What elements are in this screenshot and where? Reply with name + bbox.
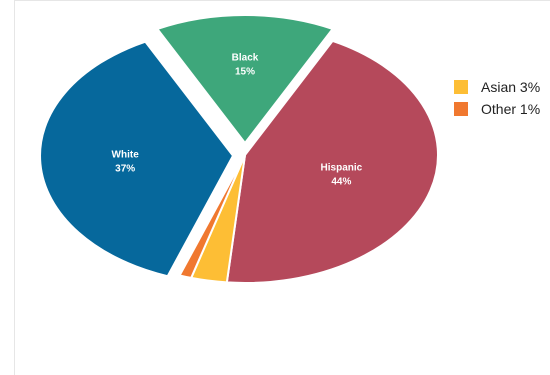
pie-slice-black [156,14,334,144]
pie-slice-labels: Hispanic 44% White 37% Black 15% [112,53,363,188]
slice-value-black: 15% [235,67,255,78]
pie-slice-other [178,154,246,279]
legend: Asian 3% Other 1% [454,79,540,117]
legend-swatch-1 [454,102,468,116]
pie-slice-white [39,40,235,278]
slice-label-white: White [112,149,140,160]
legend-label-1: Other 1% [481,101,540,117]
slice-label-black: Black [232,53,259,64]
chart-frame [14,0,550,375]
legend-swatch-0 [454,80,468,94]
slice-label-hispanic: Hispanic [321,163,363,174]
slice-value-white: 37% [115,163,135,174]
legend-label-0: Asian 3% [481,79,540,95]
pie-slice-hispanic [225,39,439,284]
slice-value-hispanic: 44% [331,177,351,188]
pie-slices [39,14,439,284]
